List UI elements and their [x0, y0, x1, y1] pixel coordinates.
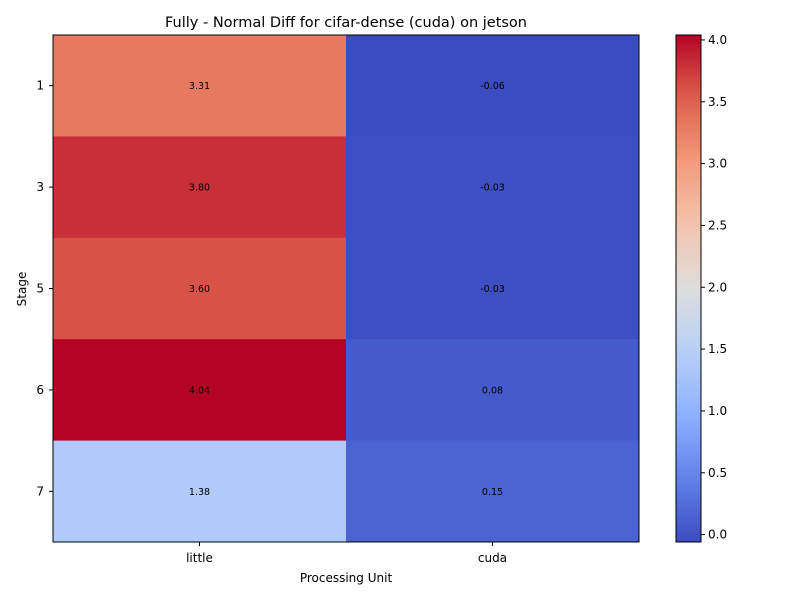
colorbar-ticks: 0.0 0.5 1.0 1.5 2.0 2.5 3.0 3.5 4.0: [701, 33, 727, 542]
cell-value-label: 1.38: [189, 487, 210, 498]
cell-value-label: -0.06: [480, 81, 505, 92]
colorbar-tick-label: 3.0: [708, 157, 727, 171]
colorbar-tick-label: 2.5: [708, 218, 727, 232]
x-axis-ticks: little cuda: [186, 542, 507, 565]
x-axis-label: Processing Unit: [300, 571, 393, 585]
heatmap-cell-labels: 3.31 -0.06 3.80 -0.03 3.60 -0.03 4.04 0.08 1.38 0…: [189, 81, 505, 498]
heatmap-cell: [53, 339, 347, 442]
chart-title: Fully - Normal Diff for cifar-dense (cud…: [165, 15, 527, 31]
heatmap-cell: [346, 237, 640, 340]
y-tick-label: 6: [36, 383, 44, 397]
y-tick-label: 3: [36, 180, 44, 194]
colorbar-tick-label: 4.0: [708, 33, 727, 47]
heatmap-cell: [346, 440, 640, 543]
x-tick-label: cuda: [478, 551, 507, 565]
cell-value-label: -0.03: [480, 284, 505, 295]
cell-value-label: 3.31: [189, 81, 210, 92]
heatmap-cell: [346, 35, 640, 137]
cell-value-label: 0.15: [482, 487, 503, 498]
x-tick-label: little: [186, 551, 213, 565]
colorbar-tick-label: 2.0: [708, 280, 727, 294]
y-axis-ticks: 1 3 5 6 7: [36, 79, 53, 498]
y-tick-label: 5: [36, 282, 44, 296]
heatmap-cells: [53, 35, 640, 543]
cell-value-label: -0.03: [480, 183, 505, 194]
heatmap-cell: [346, 136, 640, 239]
y-tick-label: 1: [36, 79, 44, 93]
colorbar: [675, 34, 702, 543]
colorbar-tick-label: 1.0: [708, 404, 727, 418]
heatmap-cell: [53, 237, 347, 340]
heatmap-cell: [346, 339, 640, 442]
y-tick-label: 7: [36, 484, 44, 498]
y-axis-label: Stage: [15, 272, 29, 307]
colorbar-tick-label: 3.5: [708, 95, 727, 109]
cell-value-label: 4.04: [189, 385, 210, 396]
heatmap-cell: [53, 136, 347, 239]
colorbar-tick-label: 1.5: [708, 342, 727, 356]
colorbar-tick-label: 0.5: [708, 466, 727, 480]
heatmap-cell: [53, 35, 347, 137]
cell-value-label: 3.80: [189, 183, 210, 194]
heatmap-cell: [53, 440, 347, 543]
cell-value-label: 3.60: [189, 284, 210, 295]
cell-value-label: 0.08: [482, 385, 503, 396]
colorbar-tick-label: 0.0: [708, 528, 727, 542]
